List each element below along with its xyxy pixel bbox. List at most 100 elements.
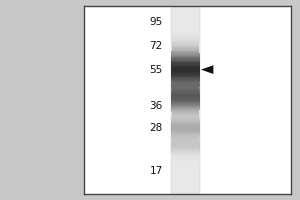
Bar xyxy=(171,71,200,72)
Bar xyxy=(171,130,200,131)
Bar xyxy=(171,53,200,55)
Bar xyxy=(171,83,200,84)
Text: 17: 17 xyxy=(149,166,163,176)
Bar xyxy=(171,129,200,130)
Bar xyxy=(171,148,200,149)
Bar xyxy=(172,43,199,45)
Bar xyxy=(171,151,200,152)
Bar xyxy=(171,94,200,95)
Bar xyxy=(171,139,200,140)
Bar xyxy=(172,140,199,141)
Bar xyxy=(171,137,200,138)
Bar xyxy=(172,93,199,95)
Bar xyxy=(171,85,200,86)
Bar xyxy=(171,122,200,123)
Bar xyxy=(172,98,199,100)
Bar xyxy=(171,136,200,137)
Bar xyxy=(171,89,200,90)
Bar xyxy=(172,115,199,116)
Bar xyxy=(172,38,199,40)
Bar xyxy=(171,149,200,150)
Bar xyxy=(172,103,199,105)
Bar xyxy=(172,154,200,155)
Bar xyxy=(171,98,200,99)
Bar xyxy=(172,155,199,156)
Bar xyxy=(172,75,199,76)
Bar xyxy=(171,145,200,146)
Bar xyxy=(171,138,200,139)
Bar xyxy=(171,70,200,71)
Bar xyxy=(172,35,199,36)
Bar xyxy=(172,143,199,144)
Bar xyxy=(171,147,200,148)
Bar xyxy=(171,146,200,147)
Bar xyxy=(172,141,199,142)
Bar xyxy=(171,108,200,109)
Bar xyxy=(171,56,200,57)
Bar xyxy=(172,37,199,38)
Bar xyxy=(172,147,199,148)
Bar xyxy=(171,142,200,143)
Bar xyxy=(171,67,200,68)
Bar xyxy=(171,65,200,66)
Bar xyxy=(171,107,200,108)
Bar xyxy=(172,70,199,71)
Bar xyxy=(172,125,199,126)
Bar xyxy=(172,45,199,46)
Bar xyxy=(172,41,199,42)
Bar xyxy=(171,73,200,75)
Bar xyxy=(172,129,199,130)
Bar xyxy=(172,36,199,37)
Bar xyxy=(171,60,200,61)
Bar xyxy=(171,93,200,94)
Bar xyxy=(172,74,199,75)
Bar xyxy=(171,99,200,100)
Bar xyxy=(172,130,199,131)
Bar xyxy=(172,33,199,35)
Bar xyxy=(172,126,199,127)
Bar xyxy=(171,87,200,88)
Bar xyxy=(171,51,200,52)
Bar xyxy=(171,76,200,77)
Bar xyxy=(172,162,199,163)
Bar xyxy=(171,82,200,83)
Bar xyxy=(171,55,200,56)
Bar xyxy=(172,40,199,41)
Bar xyxy=(172,109,199,110)
Bar xyxy=(172,50,200,51)
Bar xyxy=(172,148,199,149)
Bar xyxy=(172,68,199,69)
Bar xyxy=(171,105,200,106)
Bar xyxy=(171,109,200,110)
Bar xyxy=(171,90,200,91)
Bar xyxy=(171,100,200,101)
Bar xyxy=(172,120,199,121)
Bar xyxy=(172,142,199,143)
Bar xyxy=(172,128,199,129)
Bar xyxy=(171,141,200,142)
Bar xyxy=(171,52,200,53)
Bar xyxy=(171,124,200,125)
Bar xyxy=(171,119,200,120)
Bar xyxy=(172,111,199,112)
Text: 95: 95 xyxy=(149,17,163,27)
Bar xyxy=(172,114,199,115)
Bar xyxy=(172,123,199,124)
Bar xyxy=(171,104,200,105)
Bar xyxy=(172,95,199,96)
Bar xyxy=(172,97,199,98)
Bar xyxy=(171,97,200,98)
Bar xyxy=(172,108,199,109)
Bar xyxy=(171,75,200,76)
Bar xyxy=(172,112,200,113)
Bar xyxy=(171,117,200,118)
Bar xyxy=(171,143,200,144)
Bar xyxy=(171,123,200,124)
Bar xyxy=(171,121,200,122)
Bar xyxy=(172,96,199,97)
Bar xyxy=(172,46,199,47)
Bar xyxy=(172,101,199,102)
Bar xyxy=(171,125,200,126)
Bar xyxy=(171,127,200,128)
Bar xyxy=(172,105,199,106)
